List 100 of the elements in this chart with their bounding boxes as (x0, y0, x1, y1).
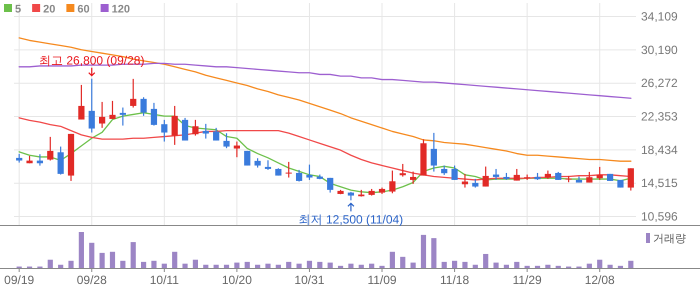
candlestick (430, 132, 437, 172)
x-tick-label: 09/28 (76, 273, 108, 287)
legend-label: 60 (77, 4, 90, 16)
bar (48, 260, 53, 268)
x-tick-label: 11/18 (440, 273, 470, 287)
x-tick-label: 10/31 (294, 273, 325, 287)
candlestick (451, 164, 458, 181)
candlestick (492, 168, 500, 181)
bar (140, 262, 146, 268)
candlestick (223, 132, 230, 149)
bar (162, 264, 167, 268)
bar (78, 232, 84, 268)
bar (68, 260, 74, 268)
bar (504, 264, 510, 268)
bar (286, 262, 292, 268)
candlestick (213, 127, 220, 142)
bar (452, 260, 458, 268)
bar (192, 260, 198, 268)
candlestick (254, 158, 261, 168)
candlestick (462, 173, 468, 188)
legend-label: 5 (15, 4, 22, 16)
bar (358, 264, 364, 268)
bar (462, 262, 468, 268)
bar (597, 260, 602, 268)
annotation: 최고 26,800 (09/28) (39, 54, 144, 68)
bar (348, 264, 354, 268)
candlestick (140, 96, 147, 116)
bar (244, 262, 250, 268)
x-tick-label: 10/20 (222, 273, 252, 287)
bar (130, 242, 136, 268)
bar (89, 242, 94, 268)
bar (172, 252, 178, 268)
candlestick (286, 161, 292, 178)
bar (410, 262, 416, 268)
candlestick (150, 102, 158, 126)
bar (483, 254, 488, 268)
candlestick (327, 177, 334, 194)
candlestick (524, 174, 530, 181)
candlestick (161, 119, 168, 142)
x-tick-label: 09/19 (4, 273, 35, 287)
bar (545, 264, 550, 268)
bar (514, 262, 520, 268)
candlestick (596, 166, 603, 181)
y-tick-label: 30,190 (641, 42, 678, 57)
candlestick (264, 160, 272, 170)
candlestick (389, 170, 396, 194)
bar (265, 264, 271, 268)
x-tick-label: 10/11 (150, 273, 180, 287)
bar (607, 264, 613, 268)
bar (120, 260, 126, 268)
candlestick (400, 163, 406, 178)
candlestick (130, 78, 136, 108)
bar (234, 262, 240, 268)
bar (442, 262, 447, 268)
candlestick (410, 170, 416, 185)
candlestick (441, 164, 448, 176)
bar (58, 264, 64, 268)
y-tick-label: 22,353 (641, 110, 678, 124)
bar (586, 264, 592, 268)
candlestick (306, 164, 313, 181)
candlestick (78, 84, 84, 120)
legend: 거래량 (646, 233, 686, 245)
bar (400, 256, 406, 268)
y-tick-label: 18,434 (641, 142, 678, 157)
candlestick (202, 123, 209, 140)
x-tick-label: 12/08 (584, 273, 616, 287)
bar (493, 262, 499, 268)
bar (420, 234, 426, 268)
candlestick (58, 146, 64, 176)
y-tick-label: 14,515 (641, 176, 678, 190)
bar (151, 260, 157, 268)
candlestick (172, 105, 178, 146)
bar (317, 262, 322, 268)
y-tick-label: 34,109 (641, 10, 678, 24)
bar (203, 264, 208, 268)
bar (110, 252, 116, 268)
candlestick (296, 169, 302, 182)
candlestick (234, 140, 240, 158)
bar (214, 264, 219, 268)
legend-label: 20 (43, 4, 56, 16)
candlestick (482, 166, 489, 188)
bar (390, 252, 395, 268)
y-tick-label: 26,272 (641, 76, 678, 90)
annotation: 최저 12,500 (11/04) (298, 212, 404, 226)
bar (100, 252, 105, 268)
bar (628, 260, 634, 268)
bar (369, 264, 374, 268)
y-tick-label: 10,596 (641, 210, 678, 224)
candlestick (628, 168, 634, 192)
bar (472, 264, 478, 268)
candlestick (36, 154, 44, 166)
bar (255, 264, 260, 268)
bar (296, 264, 302, 268)
candlestick (109, 100, 116, 120)
bar (306, 260, 312, 268)
candlestick (182, 117, 188, 142)
bar (182, 264, 188, 268)
bar (431, 238, 436, 268)
x-tick-label: 11/29 (512, 273, 542, 287)
legend-label: 120 (112, 4, 130, 16)
